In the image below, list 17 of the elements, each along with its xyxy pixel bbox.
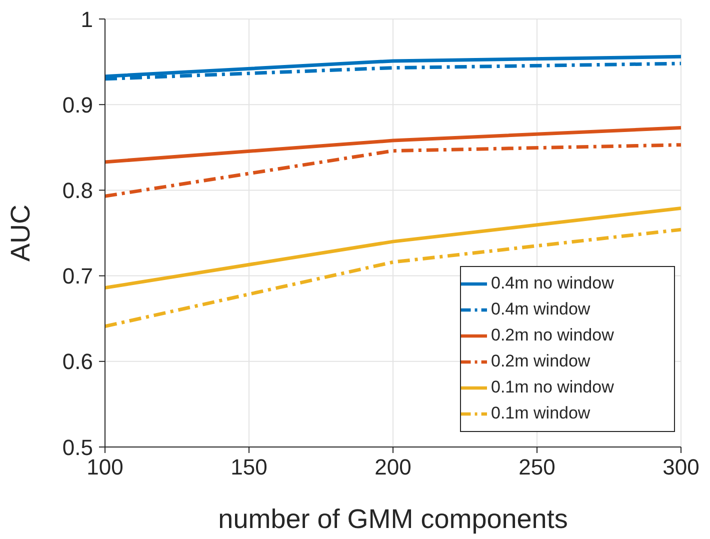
y-axis-title: AUC bbox=[6, 204, 36, 262]
legend-label: 0.2m no window bbox=[491, 325, 614, 344]
y-tick-label: 0.8 bbox=[62, 178, 93, 204]
legend-label: 0.2m window bbox=[491, 351, 590, 370]
legend-label: 0.4m window bbox=[491, 299, 590, 318]
x-axis-title: number of GMM components bbox=[218, 504, 568, 534]
y-tick-label: 0.6 bbox=[62, 349, 93, 374]
legend-label: 0.4m no window bbox=[491, 273, 614, 292]
x-tick-label: 200 bbox=[374, 454, 412, 480]
x-tick-label: 250 bbox=[518, 454, 556, 480]
x-tick-label: 300 bbox=[662, 454, 700, 480]
y-tick-label: 1 bbox=[80, 6, 93, 32]
y-tick-label: 0.7 bbox=[62, 264, 93, 289]
legend-label: 0.1m window bbox=[491, 403, 590, 422]
x-tick-label: 150 bbox=[230, 454, 268, 480]
y-tick-label: 0.9 bbox=[62, 92, 93, 118]
legend-label: 0.1m no window bbox=[491, 377, 614, 396]
